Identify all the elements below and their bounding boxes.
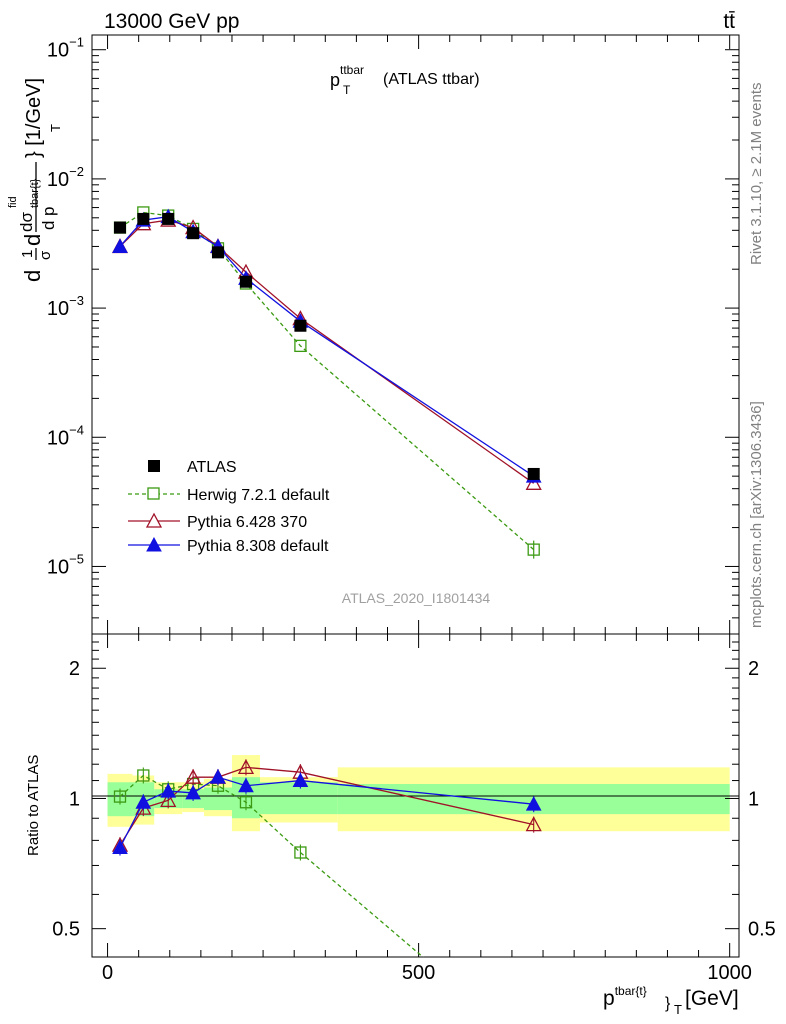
xlabel-T: T	[674, 1002, 682, 1017]
plot-title-sup: ttbar	[340, 63, 364, 77]
ratio-point-pythia-8-308-default	[238, 777, 254, 793]
legend-label-herwig: Herwig 7.2.1 default	[187, 487, 330, 504]
ylabel-p: p	[39, 207, 58, 216]
plot-title: pttbar	[330, 63, 364, 90]
plot-title-rest: (ATLAS ttbar)	[383, 71, 480, 88]
xlabel-units: [GeV]	[685, 987, 739, 1010]
main-series-line-pythia-6-428-370	[119, 219, 535, 484]
ylabel-d3: d	[39, 221, 58, 230]
main-point-pythia-8-308-default	[112, 238, 128, 253]
ratio-y-tick-label: 1	[69, 788, 80, 810]
main-point-pythia-6-428-370	[525, 474, 542, 490]
plot-title-sub: T	[343, 83, 351, 97]
ratio-y-axis-label: Ratio to ATLAS	[25, 755, 42, 856]
ylabel-tbar: tbar{t}	[29, 178, 41, 208]
ylabel-units: } [1/GeV]	[23, 78, 45, 158]
x-axis-label: ptbar{t}	[603, 984, 647, 1010]
main-y-tick-label: 10−2	[47, 164, 84, 191]
legend-marker-atlas	[148, 460, 160, 472]
main-y-tick-label: 10−1	[47, 35, 84, 62]
ratio-point-pythia-6-428-370	[185, 768, 202, 784]
legend-marker-pythia8	[146, 536, 162, 552]
ratio-point-pythia-8-308-default	[185, 784, 201, 800]
ylabel-dsigma: dσ	[17, 212, 36, 232]
x-tick-label: 0	[102, 962, 113, 984]
ratio-point-pythia-8-308-default	[112, 839, 128, 855]
tick-base: 10	[47, 169, 69, 191]
tick-base: 10	[47, 298, 69, 320]
tick-base: 10	[47, 40, 69, 62]
x-tick-label: 500	[402, 962, 435, 984]
ratio-band-green	[259, 782, 338, 815]
tick-exponent: −1	[69, 35, 84, 50]
main-point-atlas	[162, 212, 175, 225]
ratio-point-pythia-6-428-370	[525, 816, 542, 832]
ylabel-T: T	[48, 124, 63, 132]
tick-exponent: −5	[69, 551, 84, 566]
ylabel-sigma: σ	[37, 250, 54, 260]
main-y-axis-label: d 1 σ d dσ fid tbar{t} d p T } [1/GeV]	[7, 78, 63, 282]
ylabel-fid: fid	[7, 196, 19, 208]
ratio-y-tick-label: 0.5	[52, 919, 80, 941]
ratio-series-line-pythia-8-308-default	[119, 776, 534, 848]
tick-base: 10	[47, 427, 69, 449]
legend: ATLAS Herwig 7.2.1 default Pythia 6.428 …	[128, 459, 330, 555]
main-series-line-pythia-8-308-default	[119, 216, 535, 477]
main-point-herwig-7-2-1-default	[294, 339, 307, 353]
legend-marker-pythia6	[145, 512, 163, 528]
ratio-point-pythia-8-308-default	[525, 796, 542, 811]
main-point-atlas	[211, 246, 224, 259]
x-tick-label: 1000	[707, 962, 752, 984]
rivet-label: Rivet 3.1.10, ≥ 2.1M events	[748, 83, 765, 266]
ylabel-d2: d	[20, 234, 45, 246]
ratio-point-herwig-7-2-1-default	[239, 796, 253, 809]
tick-exponent: −4	[69, 422, 84, 437]
ylabel-d1: d	[20, 270, 45, 282]
axis-ticks: 10−110−210−310−410−50.5 0.51 12 20 500 1000	[47, 35, 776, 984]
ratio-y-tick-label: 2	[69, 658, 80, 680]
main-point-atlas	[527, 467, 540, 480]
main-point-atlas	[294, 319, 307, 332]
ratio-series-line-herwig-7-2-1-default	[119, 774, 424, 957]
ratio-point-pythia-6-428-370	[237, 758, 255, 775]
ratio-y-tick-label-right: 2	[748, 658, 759, 680]
legend-label-pythia6: Pythia 6.428 370	[187, 514, 307, 531]
ratio-point-pythia-8-308-default	[210, 769, 226, 784]
ratio-y-tick-label-right: 0.5	[748, 919, 776, 941]
ratio-point-pythia-8-308-default	[292, 772, 309, 788]
ratio-y-tick-label-right: 1	[748, 788, 759, 810]
main-y-tick-label: 10−5	[47, 551, 84, 578]
xlabel-p: p	[603, 987, 615, 1010]
main-series	[111, 206, 542, 559]
process-label: tt̄	[723, 10, 735, 33]
ratio-band-green	[203, 787, 232, 811]
ylabel-one: 1	[19, 250, 36, 258]
xlabel-brace: }	[665, 995, 671, 1012]
ratio-point-herwig-7-2-1-default	[137, 769, 150, 782]
xlabel-sup: tbar{t}	[615, 984, 647, 998]
ratio-point-pythia-6-428-370	[160, 791, 177, 807]
main-point-atlas	[137, 212, 150, 225]
plot-title-p: p	[330, 70, 340, 90]
main-point-atlas	[239, 275, 252, 288]
ratio-point-herwig-7-2-1-default	[113, 790, 127, 803]
ratio-point-pythia-8-308-default	[135, 794, 152, 809]
legend-label-pythia8: Pythia 8.308 default	[187, 538, 329, 555]
ratio-point-pythia-8-308-default	[160, 783, 177, 798]
tick-exponent: −2	[69, 164, 84, 179]
energy-label: 13000 GeV pp	[104, 10, 239, 33]
main-point-atlas	[113, 221, 126, 234]
main-y-tick-label: 10−3	[47, 293, 84, 320]
tick-base: 10	[47, 556, 69, 578]
analysis-tag: ATLAS_2020_I1801434	[342, 590, 491, 606]
tick-exponent: −3	[69, 293, 84, 308]
mcplots-label: mcplots.cern.ch [arXiv:1306.3436]	[748, 401, 765, 628]
main-point-atlas	[187, 227, 200, 240]
ratio-series	[111, 758, 542, 957]
main-y-tick-label: 10−4	[47, 422, 84, 449]
legend-marker-herwig	[147, 487, 160, 500]
legend-label-atlas: ATLAS	[187, 459, 237, 476]
ratio-point-herwig-7-2-1-default	[294, 846, 307, 859]
